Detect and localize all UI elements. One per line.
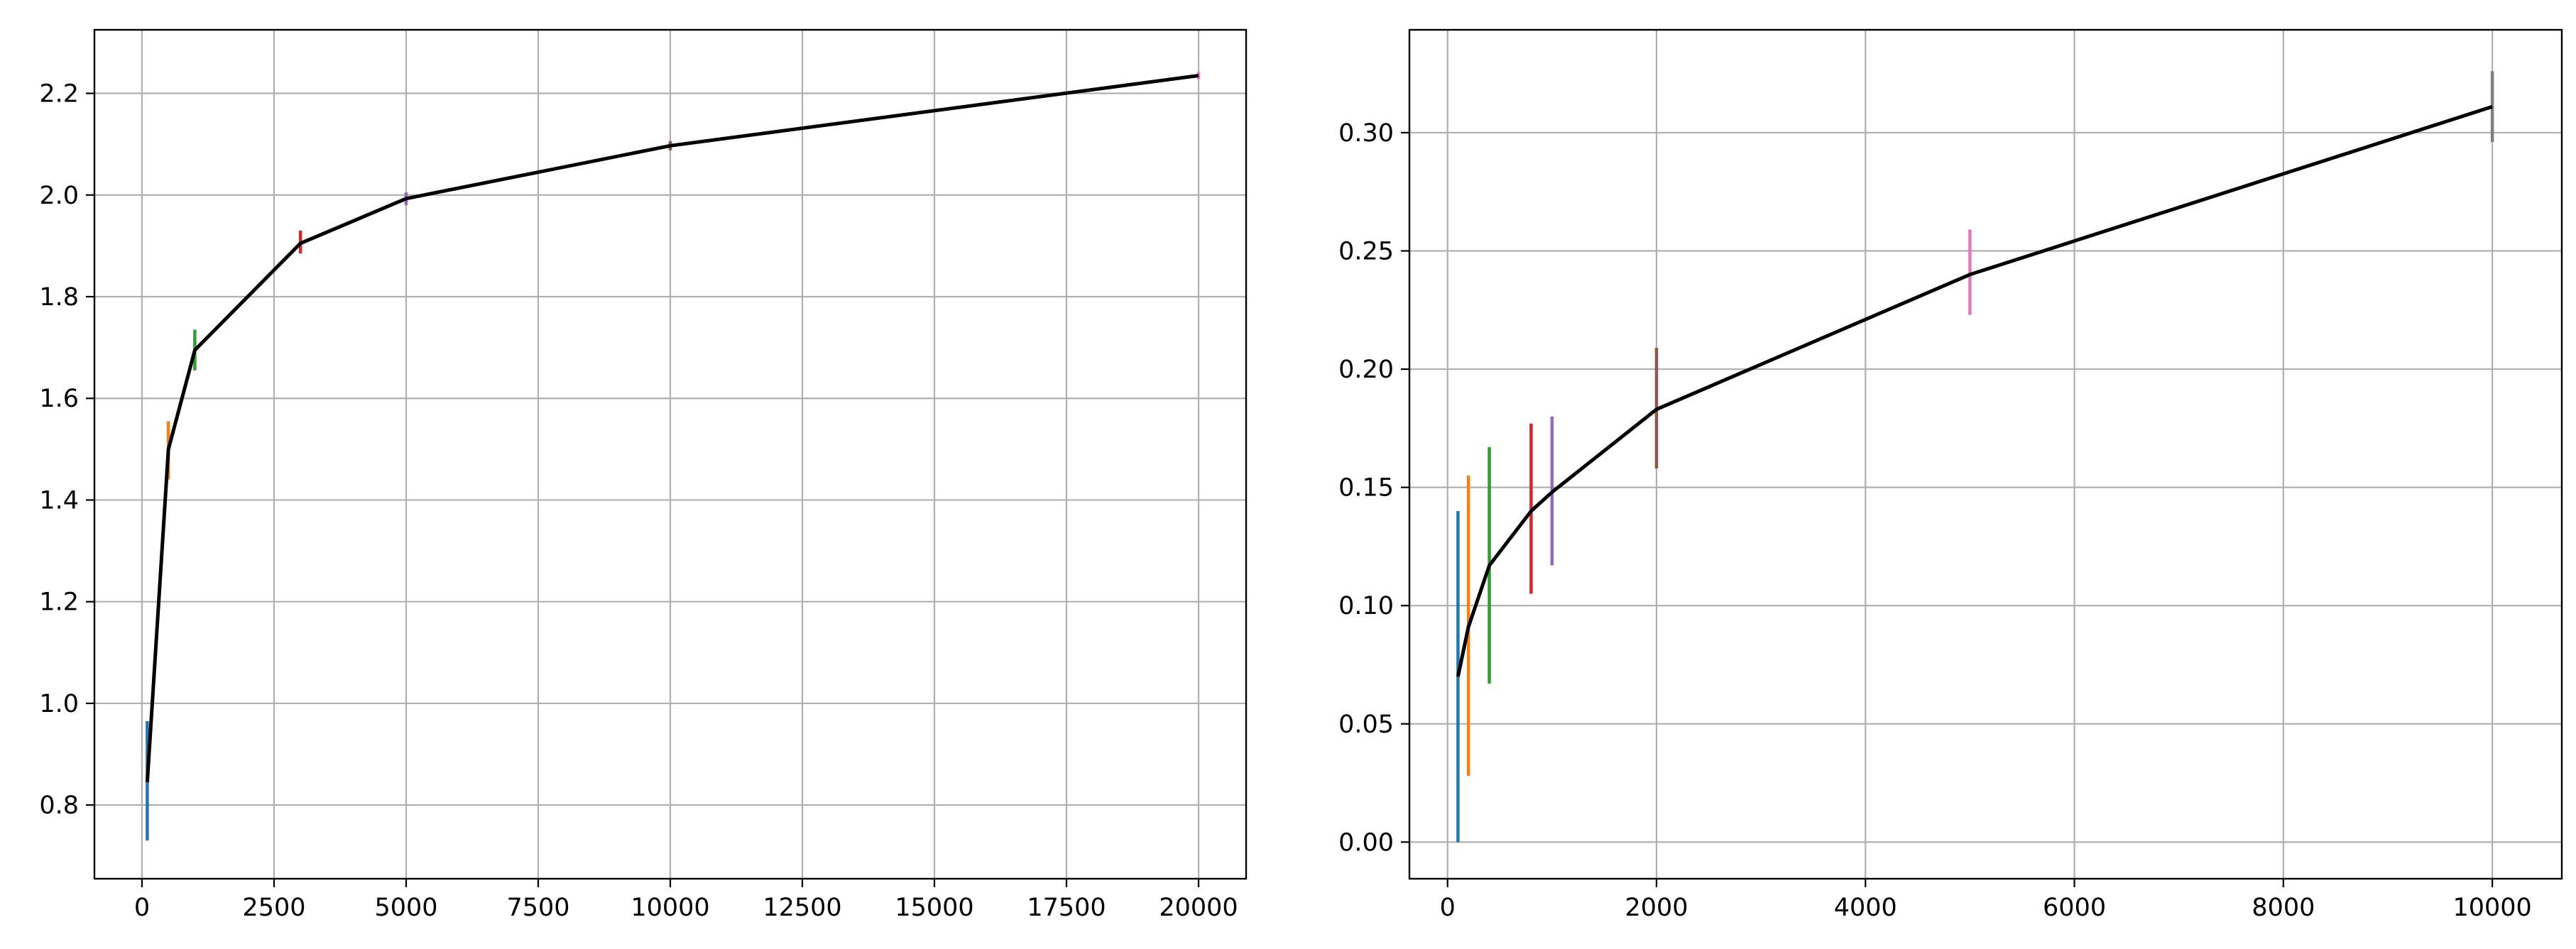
x-tick-label: 2500 <box>242 894 305 922</box>
y-tick-label: 1.8 <box>39 283 79 312</box>
mean-line <box>145 74 1199 783</box>
mean-line <box>1456 104 2493 677</box>
y-tick-label: 0.15 <box>1338 474 1394 503</box>
y-tick-label: 2.2 <box>39 80 79 109</box>
x-tick-label: 10000 <box>631 894 709 922</box>
x-tick-label: 10000 <box>2452 894 2531 922</box>
y-tick-label: 0.8 <box>39 791 79 820</box>
x-tick-label: 5000 <box>374 894 437 922</box>
x-tick-label: 15000 <box>895 894 973 922</box>
x-tick-label: 7500 <box>506 894 569 922</box>
y-tick-label: 1.6 <box>39 385 79 413</box>
x-tick-label: 2000 <box>1625 894 1688 922</box>
left-chart: 0 2500 5000 7500 10000 12500 15000 17500 20000 0.… <box>39 28 1248 922</box>
y-tick-label: 0.10 <box>1338 592 1394 620</box>
y-tick-label: 1.0 <box>39 690 79 718</box>
axes-frame <box>93 28 1248 880</box>
x-tick-label: 12500 <box>763 894 841 922</box>
axes-frame <box>1408 28 2563 880</box>
y-tick-label: 0.20 <box>1338 356 1394 384</box>
x-tick-label: 8000 <box>2252 894 2315 922</box>
x-tick-label: 0 <box>134 894 150 922</box>
y-tick-label: 1.4 <box>39 486 79 515</box>
x-tick-label: 4000 <box>1834 894 1897 922</box>
y-tick-label: 0.05 <box>1338 711 1394 739</box>
x-tick-label: 0 <box>1440 894 1456 922</box>
x-tick-label: 20000 <box>1159 894 1238 922</box>
y-tick-label: 0.30 <box>1338 119 1394 148</box>
x-tick-label: 17500 <box>1027 894 1106 922</box>
x-tick-label: 6000 <box>2043 894 2106 922</box>
right-chart: 0 2000 4000 6000 8000 10000 0.00 0.05 0.10 0.15 0.… <box>1338 28 2563 922</box>
y-tick-label: 0.25 <box>1338 237 1394 265</box>
y-tick-label: 2.0 <box>39 182 79 210</box>
y-tick-label: 1.2 <box>39 588 79 617</box>
y-tick-label: 0.00 <box>1338 828 1394 857</box>
